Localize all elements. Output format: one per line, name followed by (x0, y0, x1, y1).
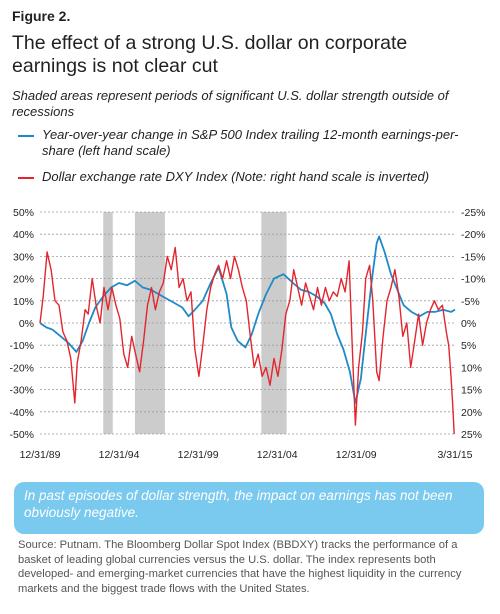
right-tick-label: -10% (461, 274, 486, 286)
chart-title: The effect of a strong U.S. dollar on co… (12, 32, 408, 77)
left-tick-label: -40% (9, 407, 34, 419)
left-tick-label: -10% (9, 340, 34, 352)
legend-swatch-eps (18, 135, 34, 137)
right-tick-label: 25% (461, 429, 482, 441)
right-tick-label: 5% (461, 340, 476, 352)
x-tick-label: 12/31/09 (336, 449, 377, 461)
left-tick-label: -30% (9, 385, 34, 397)
x-tick-label: 12/31/99 (178, 449, 219, 461)
right-tick-label: -5% (461, 296, 480, 308)
right-tick-label: 20% (461, 407, 482, 419)
left-tick-label: 0% (19, 318, 34, 330)
left-tick-label: -20% (9, 362, 34, 374)
right-tick-label: -15% (461, 251, 486, 263)
left-tick-label: 30% (13, 251, 34, 263)
legend-label-eps: Year-over-year change in S&P 500 Index t… (42, 127, 459, 158)
x-tick-label: 12/31/04 (257, 449, 298, 461)
shaded-period-0 (103, 212, 113, 434)
source-note: Source: Putnam. The Bloomberg Dollar Spo… (18, 539, 462, 595)
x-tick-label: 12/31/89 (20, 449, 61, 461)
line-chart: 50% 40% 30% 20% 10% 0% -10% -20% -30% -40% -50% -25… (9, 207, 486, 461)
callout-box: In past episodes of dollar strength, the… (14, 482, 484, 534)
left-tick-label: 40% (13, 229, 34, 241)
right-tick-label: 10% (461, 362, 482, 374)
legend-entry-eps: Year-over-year change in S&P 500 Index t… (18, 127, 488, 161)
left-tick-label: 50% (13, 207, 34, 219)
series-line-eps (39, 235, 456, 404)
series-line-dxy (39, 246, 455, 435)
legend-swatch-dxy (18, 177, 34, 179)
x-tick-label: 12/31/94 (99, 449, 140, 461)
right-tick-label: 0% (461, 318, 476, 330)
right-tick-label: -25% (461, 207, 486, 219)
legend-label-dxy: Dollar exchange rate DXY Index (Note: ri… (42, 169, 430, 184)
chart-subtitle: Shaded areas represent periods of signif… (12, 88, 449, 119)
figure-label: Figure 2. (12, 8, 71, 24)
right-tick-label: -20% (461, 229, 486, 241)
right-tick-label: 15% (461, 385, 482, 397)
left-tick-label: 10% (13, 296, 34, 308)
left-tick-label: 20% (13, 274, 34, 286)
x-tick-label: 3/31/15 (437, 449, 472, 461)
legend-entry-dxy: Dollar exchange rate DXY Index (Note: ri… (18, 169, 488, 185)
left-tick-label: -50% (9, 429, 34, 441)
